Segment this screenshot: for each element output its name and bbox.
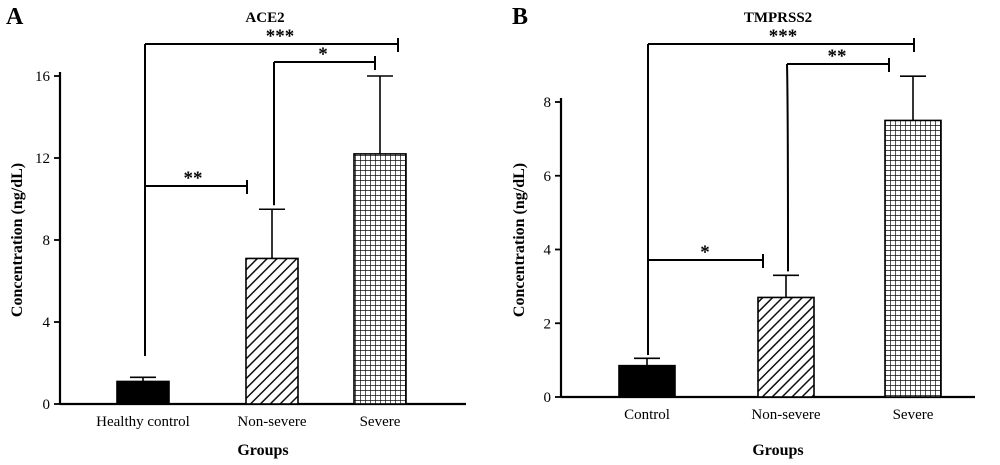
x-category-label: Severe bbox=[893, 407, 934, 423]
bar-non-severe bbox=[757, 296, 815, 398]
bar-healthy-control bbox=[116, 380, 170, 405]
y-tick-label: 2 bbox=[544, 316, 552, 332]
panel-b-letter: B bbox=[512, 4, 528, 30]
significance-label: *** bbox=[769, 26, 798, 47]
panel-b-tmprss2-chart: B TMPRSS2 Concentration (ng/dL) Groups 0… bbox=[511, 4, 975, 459]
panel-a-ace2-chart: A ACE2 Concentration (ng/dL) Groups 0 4 8 1… bbox=[6, 4, 466, 459]
panel-a-letter: A bbox=[6, 4, 24, 30]
y-tick-label: 8 bbox=[43, 233, 51, 249]
significance-label: ** bbox=[184, 168, 203, 189]
significance-label: * bbox=[318, 44, 328, 65]
y-tick-label: 8 bbox=[544, 95, 552, 111]
significance-label: ** bbox=[828, 46, 847, 67]
x-category-label: Non-severe bbox=[751, 407, 820, 423]
significance-label: *** bbox=[266, 26, 295, 47]
x-category-label: Non-severe bbox=[237, 414, 306, 430]
y-tick-label: 0 bbox=[544, 390, 552, 406]
y-tick-label: 0 bbox=[43, 397, 51, 413]
bar-severe bbox=[884, 119, 942, 398]
x-category-label: Healthy control bbox=[96, 414, 190, 430]
chart-title: TMPRSS2 bbox=[744, 10, 812, 26]
y-tick-label: 16 bbox=[35, 69, 51, 85]
significance-label: * bbox=[700, 242, 710, 263]
y-tick-label: 12 bbox=[35, 151, 50, 167]
x-axis-title: Groups bbox=[237, 442, 288, 459]
y-tick-label: 6 bbox=[544, 169, 552, 185]
x-category-label: Severe bbox=[360, 414, 401, 430]
x-axis-title: Groups bbox=[752, 442, 803, 459]
y-axis-title: Concentration (ng/dL) bbox=[9, 163, 26, 317]
significance-bracket-stem bbox=[786, 63, 789, 272]
x-category-label: Control bbox=[624, 407, 670, 423]
chart-title: ACE2 bbox=[245, 10, 284, 26]
bar-non-severe bbox=[245, 257, 299, 405]
y-tick-label: 4 bbox=[43, 315, 51, 331]
y-axis-title: Concentration (ng/dL) bbox=[511, 163, 528, 317]
y-tick-label: 4 bbox=[544, 243, 552, 259]
bar-control bbox=[618, 364, 676, 398]
bar-severe bbox=[353, 153, 407, 405]
